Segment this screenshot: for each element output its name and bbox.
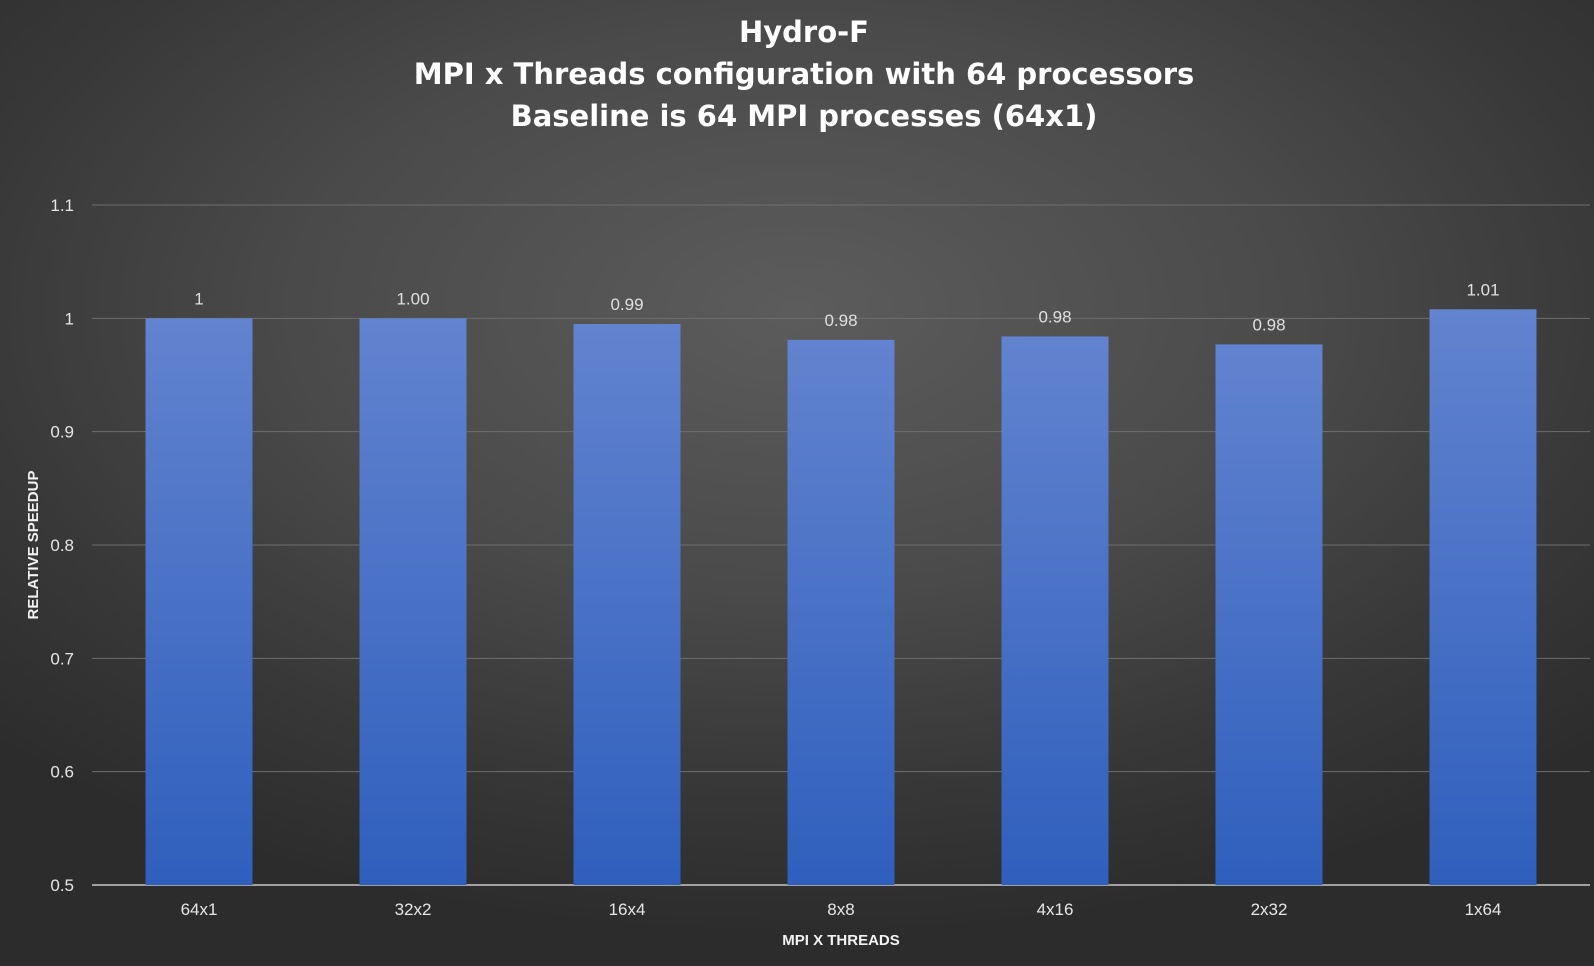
chart-title-line-3: Baseline is 64 MPI processes (64x1) <box>511 99 1098 133</box>
y-tick-label: 0.7 <box>50 649 74 668</box>
x-axis-title: MPI X THREADS <box>782 932 900 949</box>
data-label-2x32: 0.98 <box>1252 315 1285 334</box>
x-tick-label-1x64: 1x64 <box>1465 900 1502 919</box>
y-axis-title: RELATIVE SPEEDUP <box>25 471 42 620</box>
y-axis-ticks: 0.5 0.6 0.7 0.8 0.9 1 1.1 <box>50 196 74 895</box>
bar-8x8 <box>787 339 895 885</box>
data-labels: 1 1.00 0.99 0.98 0.98 0.98 1.01 <box>194 280 1499 334</box>
data-label-8x8: 0.98 <box>824 311 857 330</box>
x-axis-ticks: 64x1 32x2 16x4 8x8 4x16 2x32 1x64 <box>181 900 1502 919</box>
y-tick-label: 1 <box>65 309 74 328</box>
x-tick-label-16x4: 16x4 <box>609 900 646 919</box>
data-label-4x16: 0.98 <box>1038 307 1071 326</box>
bar-4x16 <box>1001 336 1109 885</box>
x-tick-label-32x2: 32x2 <box>395 900 432 919</box>
bar-2x32 <box>1215 344 1323 885</box>
data-label-16x4: 0.99 <box>610 295 643 314</box>
data-label-64x1: 1 <box>194 289 203 308</box>
data-label-32x2: 1.00 <box>396 289 429 308</box>
bar-64x1 <box>145 318 253 885</box>
data-label-1x64: 1.01 <box>1466 280 1499 299</box>
chart-title: Hydro-F MPI x Threads configuration with… <box>414 15 1195 133</box>
y-tick-label: 0.9 <box>50 423 74 442</box>
chart-title-line-1: Hydro-F <box>739 15 869 49</box>
y-tick-label: 0.6 <box>50 763 74 782</box>
bar-1x64 <box>1429 309 1537 885</box>
chart-title-line-2: MPI x Threads configuration with 64 proc… <box>414 57 1195 91</box>
x-tick-label-8x8: 8x8 <box>827 900 854 919</box>
y-tick-label: 0.5 <box>50 876 74 895</box>
bar-32x2 <box>359 318 467 885</box>
x-tick-label-4x16: 4x16 <box>1037 900 1074 919</box>
bars <box>145 309 1537 885</box>
y-tick-label: 0.8 <box>50 536 74 555</box>
x-tick-label-2x32: 2x32 <box>1251 900 1288 919</box>
y-tick-label: 1.1 <box>50 196 74 215</box>
x-tick-label-64x1: 64x1 <box>181 900 218 919</box>
bar-16x4 <box>573 324 681 885</box>
